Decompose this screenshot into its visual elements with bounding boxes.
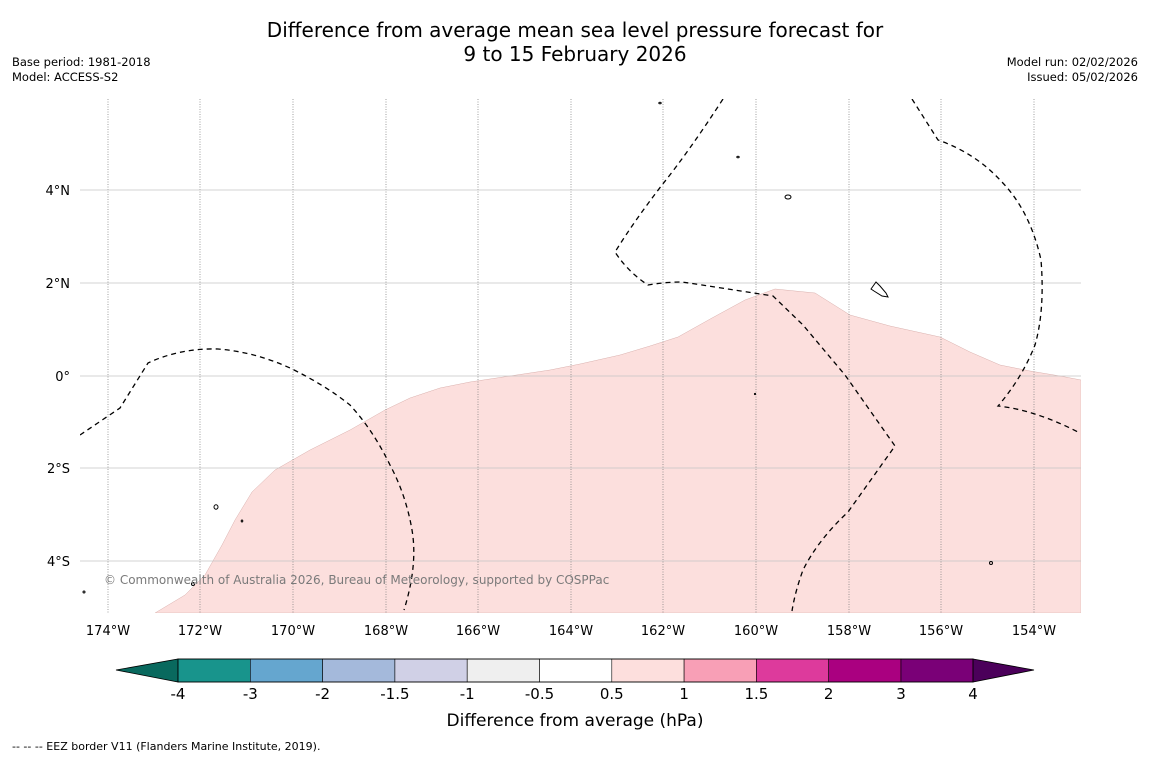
lon-label-154w: 154°W [1012, 624, 1056, 639]
colorbar-segment-8 [683, 658, 757, 683]
lon-label-174w: 174°W [86, 624, 130, 639]
lon-label-172w: 172°W [178, 624, 222, 639]
colorbar-segment-10 [828, 658, 902, 683]
lat-label-4n: 4°N [46, 184, 71, 199]
colorbar-segment-7 [611, 658, 685, 683]
island-2 [736, 155, 740, 159]
island-5 [213, 504, 219, 510]
colorbar-tick-10: 2 [824, 685, 834, 703]
islands [82, 101, 993, 594]
lon-label-170w: 170°W [271, 624, 315, 639]
colorbar-tick-7: 0.5 [600, 685, 624, 703]
island-8 [989, 561, 993, 565]
map-gridlines [80, 99, 1081, 613]
island-7 [191, 582, 195, 586]
lon-label-158w: 158°W [827, 624, 871, 639]
lon-label-164w: 164°W [549, 624, 593, 639]
island-3 [784, 194, 792, 200]
lat-label-0: 0° [55, 370, 70, 385]
island-6 [240, 519, 244, 523]
colorbar-segment-9 [756, 658, 830, 683]
lat-label-2s: 2°S [47, 462, 70, 477]
issued-text: Issued: 05/02/2026 [1027, 70, 1138, 84]
island-10 [753, 392, 757, 396]
lon-label-160w: 160°W [734, 624, 778, 639]
model-text: Model: ACCESS-S2 [12, 70, 119, 84]
island-1 [658, 101, 662, 105]
lon-label-166w: 166°W [456, 624, 500, 639]
colorbar-tick-12: 4 [968, 685, 978, 703]
colorbar-outline [177, 658, 974, 683]
colorbar-over-arrow [972, 658, 1035, 683]
lon-label-168w: 168°W [364, 624, 408, 639]
colorbar-segment-4 [394, 658, 468, 683]
colorbar-under-arrow [115, 658, 179, 683]
island-4 [870, 281, 889, 298]
colorbar-tick-6: -0.5 [525, 685, 554, 703]
eez-border-central [614, 99, 896, 612]
colorbar-segment-5 [466, 658, 540, 683]
lon-label-156w: 156°W [919, 624, 963, 639]
colorbar-segment-3 [322, 658, 396, 683]
colorbar-tick-11: 3 [896, 685, 906, 703]
eez-border-east [911, 99, 1079, 433]
info-left: Base period: 1981-2018 Model: ACCESS-S2 [12, 55, 151, 85]
model-run-text: Model run: 02/02/2026 [1006, 55, 1138, 69]
eez-borders [80, 99, 1079, 612]
colorbar-segment-6 [539, 658, 613, 683]
pressure-anomaly-shading [154, 288, 1081, 613]
axis-labels: 4°N 2°N 0° 2°S 4°S 174°W 172°W 170°W 168… [46, 184, 1057, 639]
info-right: Model run: 02/02/2026 Issued: 05/02/2026 [1007, 55, 1138, 85]
base-period-text: Base period: 1981-2018 [12, 55, 151, 69]
colorbar-tick-9: 1.5 [744, 685, 768, 703]
title-line-1: Difference from average mean sea level p… [266, 18, 884, 42]
lat-label-4s: 4°S [47, 555, 70, 570]
colorbar-segment-1 [177, 658, 251, 683]
colorbar: -4 -3 -2 -1.5 -1 -0.5 0.5 1 1.5 2 3 4 Di… [115, 658, 1035, 731]
colorbar-tick-4: -1.5 [380, 685, 409, 703]
colorbar-segment-11 [900, 658, 974, 683]
colorbar-tick-1: -4 [171, 685, 186, 703]
colorbar-tick-2: -3 [243, 685, 258, 703]
eez-legend-text: -- -- -- EEZ border V11 (Flanders Marine… [12, 740, 321, 753]
chart-title: Difference from average mean sea level p… [0, 18, 1150, 66]
colorbar-segment-2 [250, 658, 323, 683]
copyright-text: © Commonwealth of Australia 2026, Bureau… [104, 573, 609, 587]
title-line-2: 9 to 15 February 2026 [463, 42, 687, 66]
colorbar-tick-3: -2 [315, 685, 330, 703]
eez-border-west [80, 348, 415, 611]
colorbar-tick-8: 1 [679, 685, 689, 703]
colorbar-label: Difference from average (hPa) [447, 711, 704, 731]
colorbar-tick-5: -1 [460, 685, 475, 703]
island-9 [82, 590, 86, 594]
lat-label-2n: 2°N [46, 277, 71, 292]
lon-label-162w: 162°W [641, 624, 685, 639]
